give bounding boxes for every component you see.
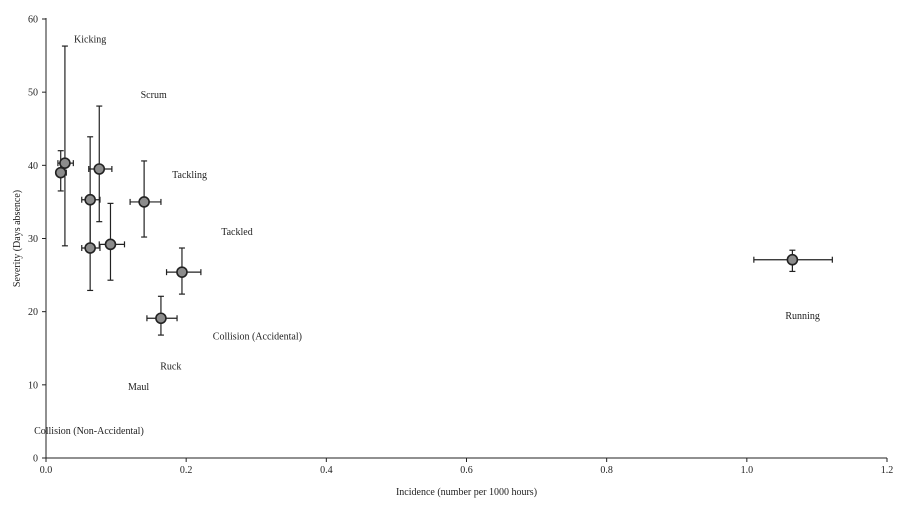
y-tick-label: 60 (28, 15, 38, 26)
x-tick-label: 0.6 (460, 465, 473, 476)
error-bars (55, 45, 833, 336)
y-axis-title: Severity (Days absence) (12, 190, 23, 287)
data-point (59, 157, 71, 169)
point-annotation: Ruck (160, 361, 181, 372)
data-point (155, 312, 167, 325)
point-annotation: Scrum (141, 90, 167, 101)
y-tick-label: 50 (28, 88, 38, 99)
data-point (54, 166, 67, 179)
y-tick-label: 20 (28, 307, 38, 318)
x-ticks: 0.0 0.2 0.4 0.6 0.8 1.0 1.2 (40, 458, 894, 476)
x-tick-label: 1.2 (881, 465, 894, 476)
data-point (104, 238, 117, 251)
x-tick-label: 0.2 (180, 465, 193, 476)
point-annotation: Maul (128, 382, 149, 393)
axes: 0.0 0.2 0.4 0.6 0.8 1.0 1.2 0 10 20 30 40 50 60 (28, 15, 893, 477)
point-annotation: Kicking (74, 34, 106, 45)
point-annotation: Tackled (221, 227, 253, 238)
y-tick-label: 30 (28, 234, 38, 245)
annotations: Kicking Scrum Tackling Tackled Collision (Ac… (34, 34, 820, 436)
y-tick-label: 40 (28, 161, 38, 172)
point-annotation: Collision (Non-Accidental) (34, 426, 144, 437)
data-point (176, 266, 188, 278)
data-point (84, 242, 96, 254)
data-point (786, 253, 799, 266)
x-tick-label: 1.0 (741, 465, 754, 476)
point-annotation: Tackling (172, 170, 207, 181)
data-points (54, 157, 799, 325)
point-annotation: Running (785, 311, 819, 322)
y-tick-label: 0 (33, 454, 38, 465)
data-point (84, 193, 96, 206)
point-annotation: Collision (Accidental) (213, 331, 302, 342)
y-tick-label: 10 (28, 380, 38, 391)
data-point (93, 163, 106, 175)
y-ticks: 0 10 20 30 40 50 60 (28, 15, 46, 465)
x-tick-label: 0.8 (600, 465, 613, 476)
x-tick-label: 0.4 (320, 465, 333, 476)
data-point (138, 196, 150, 208)
x-tick-label: 0.0 (40, 465, 53, 476)
x-axis-title: Incidence (number per 1000 hours) (396, 487, 537, 498)
